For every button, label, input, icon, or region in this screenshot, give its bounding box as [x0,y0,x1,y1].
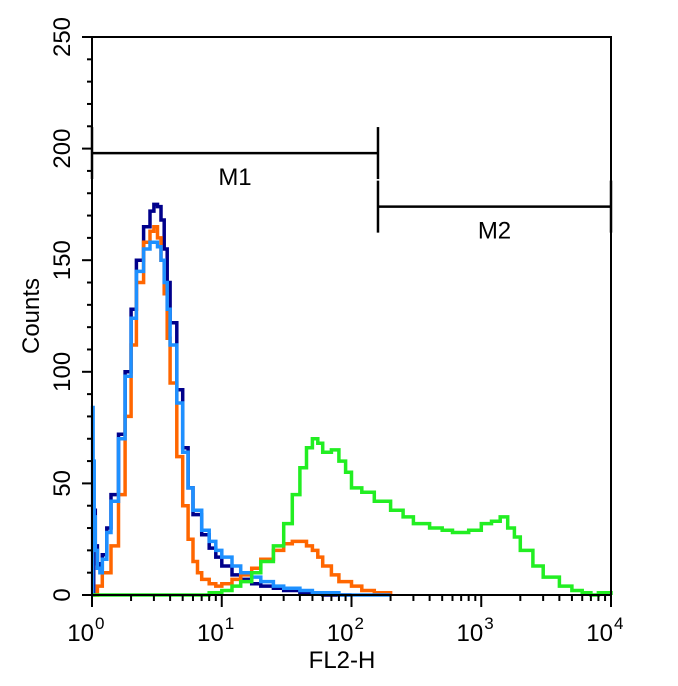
y-tick-label: 150 [49,240,76,280]
x-tick-base: 10 [67,620,94,647]
y-tick-label: 50 [49,470,76,497]
series-line-4 [92,439,611,595]
y-tick-label: 250 [49,17,76,57]
y-axis-label: Counts [18,278,45,354]
gate-marker-m1: M1 [92,127,378,191]
y-axis: 0 50 100 150 200 250 [49,17,92,602]
x-tick-label: 10 4 [586,614,623,647]
gate-marker-m2: M2 [378,181,611,245]
x-tick-label: 10 1 [197,614,234,647]
series-line-3 [92,242,391,595]
x-axis: 10 0 10 1 10 2 10 3 10 4 [67,595,623,647]
y-tick-label: 0 [49,588,76,601]
series-layer [92,204,611,595]
x-axis-label: FL2-H [309,647,376,674]
x-tick-exponent: 3 [484,614,493,633]
x-tick-exponent: 0 [95,614,104,633]
x-tick-exponent: 4 [614,614,623,633]
gate-label: M1 [218,164,251,191]
x-tick-base: 10 [327,620,354,647]
x-tick-base: 10 [457,620,484,647]
x-tick-base: 10 [197,620,224,647]
x-tick-base: 10 [586,620,613,647]
y-tick-label: 200 [49,129,76,169]
x-tick-label: 10 3 [457,614,494,647]
histogram-chart: M1M2 050100150200250 10 0 10 1 10 2 10 3 10 4 FL2… [0,0,678,686]
x-tick-exponent: 2 [355,614,364,633]
marker-layer: M1 M2 [92,127,611,245]
x-tick-exponent: 1 [225,614,234,633]
x-tick-label: 10 0 [67,614,104,647]
x-tick-label: 10 2 [327,614,364,647]
y-tick-label: 100 [49,352,76,392]
gate-label: M2 [478,218,511,245]
